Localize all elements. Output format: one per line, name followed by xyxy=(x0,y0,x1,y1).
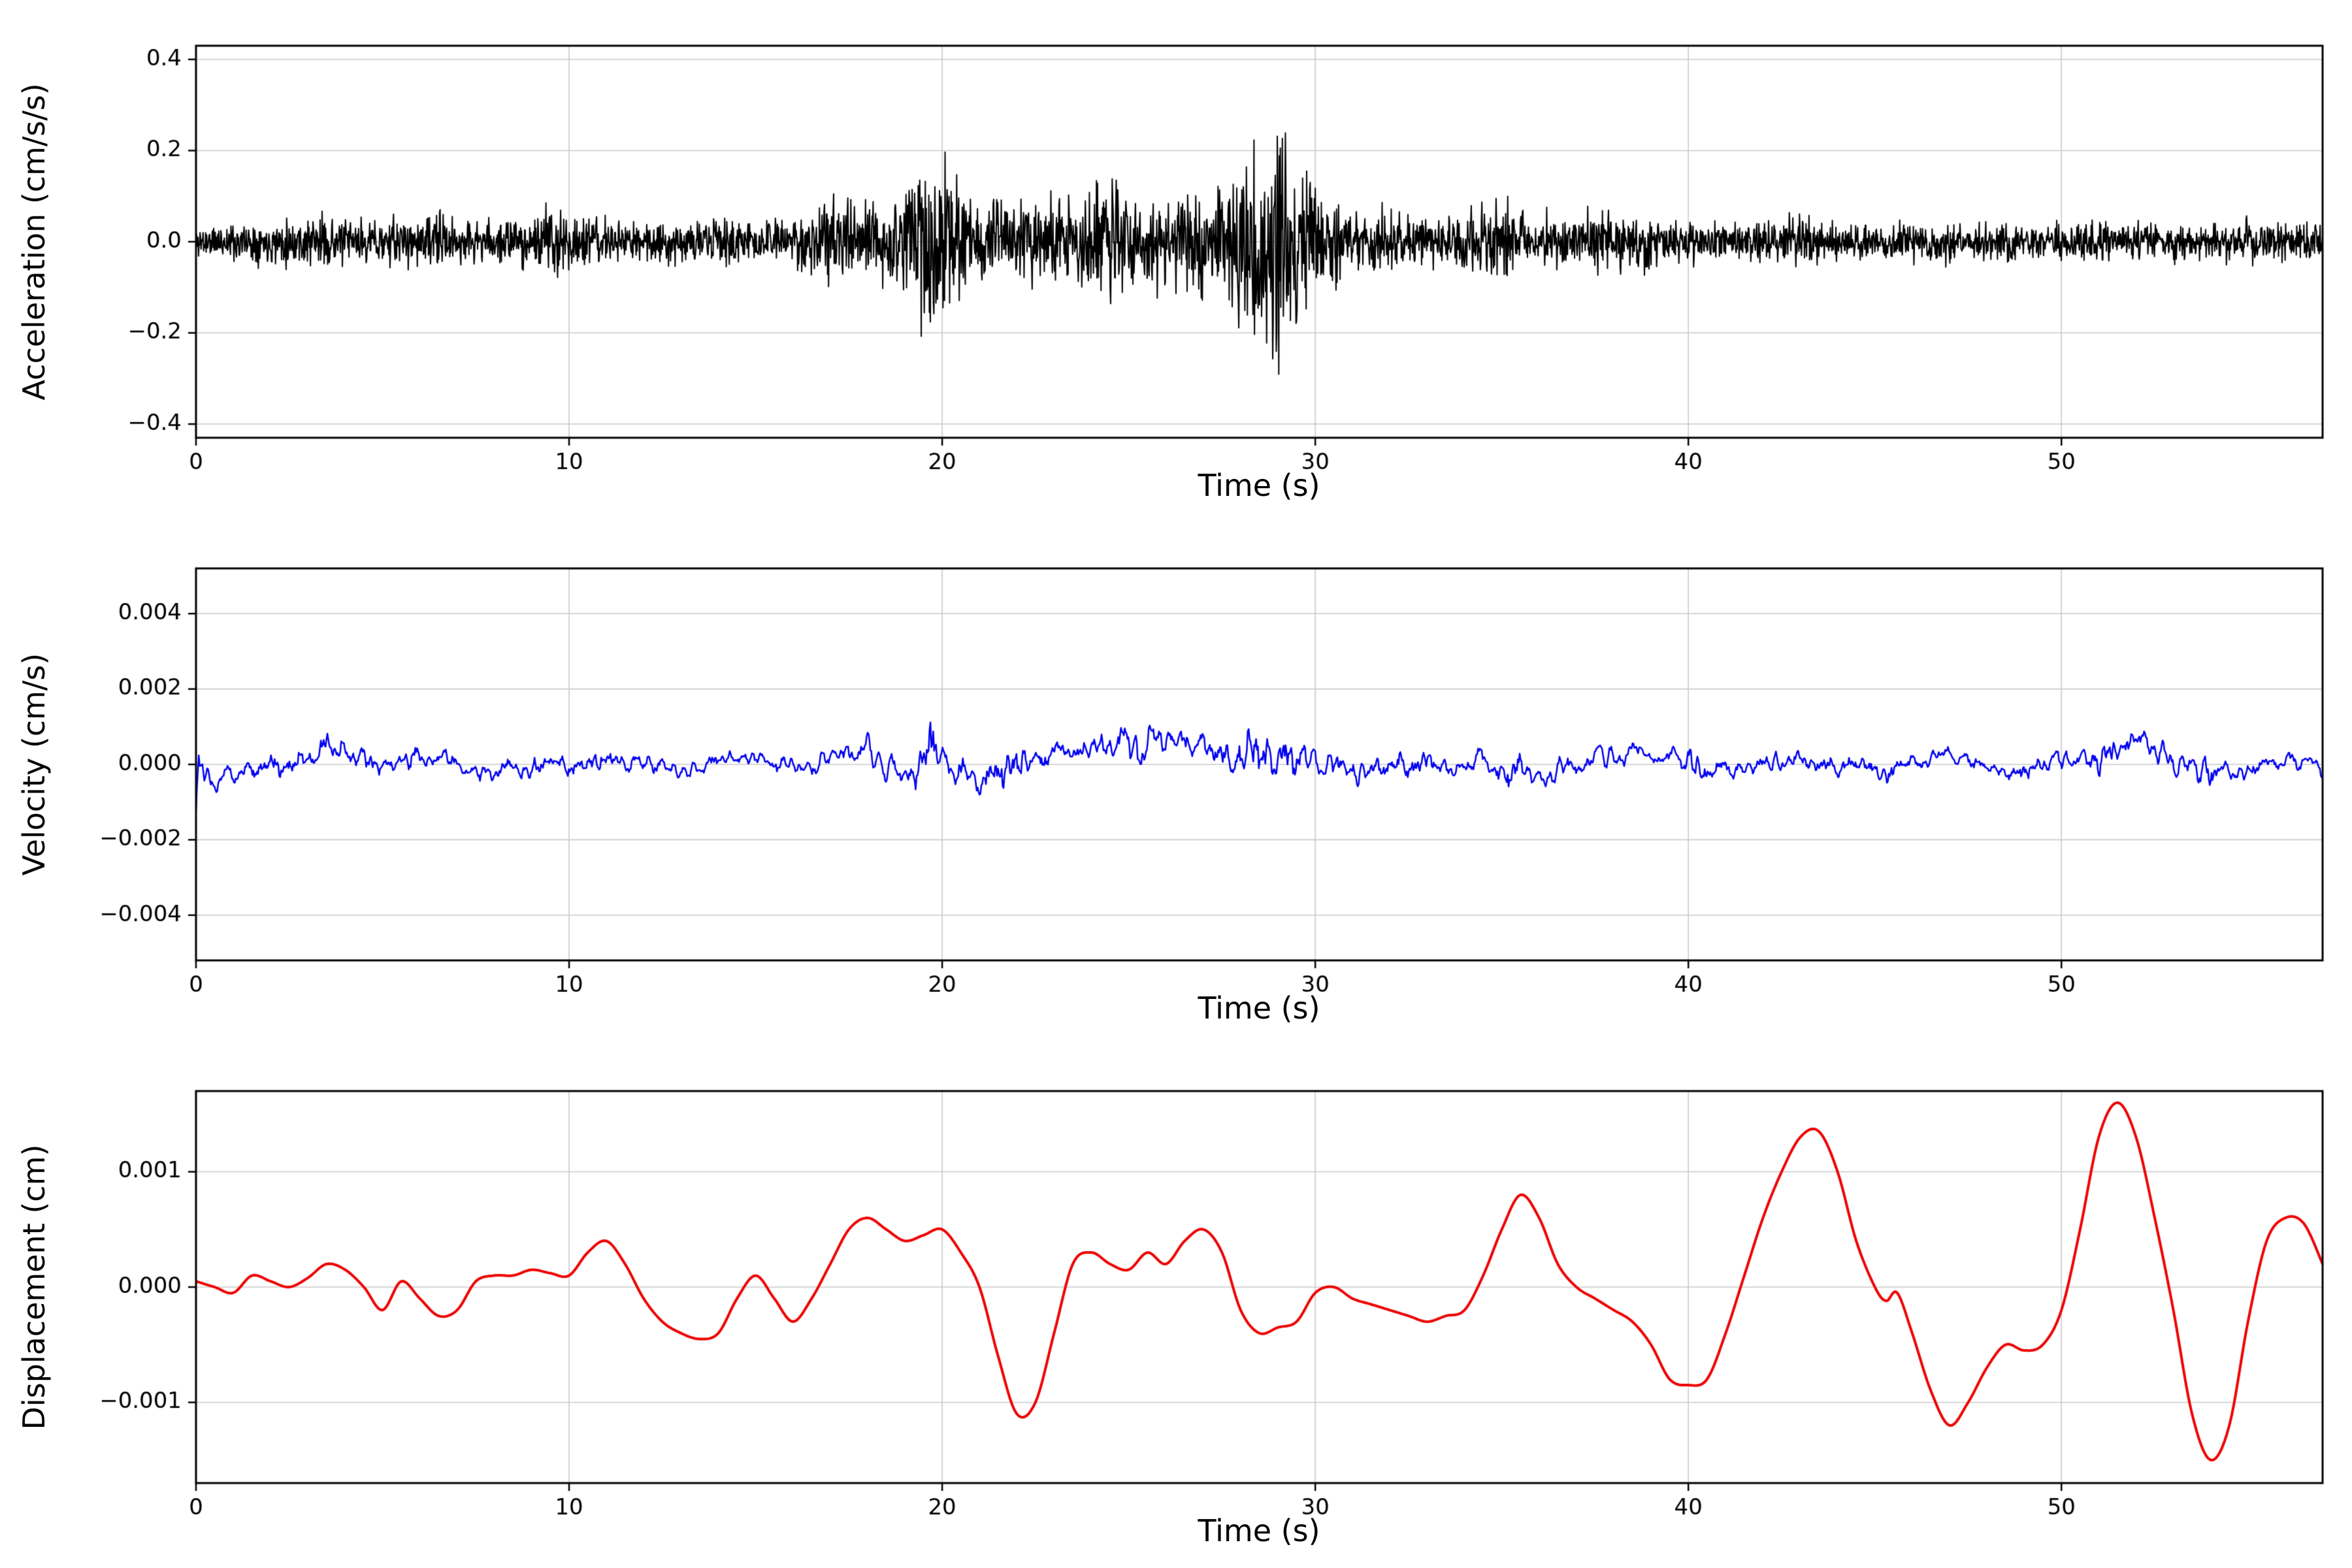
acceleration-plot xyxy=(0,0,2352,523)
velocity-xlabel: Time (s) xyxy=(1198,990,1320,1026)
acceleration-ylabel: Acceleration (cm/s/s) xyxy=(16,83,52,400)
velocity-ylabel: Velocity (cm/s) xyxy=(16,653,52,876)
velocity-plot xyxy=(0,523,2352,1045)
velocity-subplot: Velocity (cm/s) Time (s) xyxy=(0,523,2352,1045)
displacement-subplot: Displacement (cm) Time (s) xyxy=(0,1045,2352,1568)
acceleration-xlabel: Time (s) xyxy=(1198,468,1320,503)
displacement-ylabel: Displacement (cm) xyxy=(16,1144,52,1430)
displacement-xlabel: Time (s) xyxy=(1198,1513,1320,1548)
acceleration-subplot: Acceleration (cm/s/s) Time (s) xyxy=(0,0,2352,523)
displacement-plot xyxy=(0,1045,2352,1568)
